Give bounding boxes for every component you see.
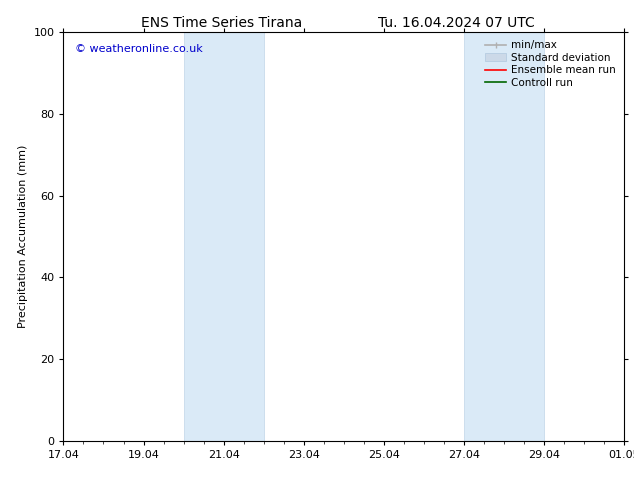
Y-axis label: Precipitation Accumulation (mm): Precipitation Accumulation (mm) [18, 145, 28, 328]
Bar [464, 32, 545, 441]
Text: Tu. 16.04.2024 07 UTC: Tu. 16.04.2024 07 UTC [378, 16, 535, 30]
Text: ENS Time Series Tirana: ENS Time Series Tirana [141, 16, 302, 30]
Text: © weatheronline.co.uk: © weatheronline.co.uk [75, 44, 202, 54]
Bar [184, 32, 264, 441]
Legend: min/max, Standard deviation, Ensemble mean run, Controll run: min/max, Standard deviation, Ensemble me… [482, 37, 619, 91]
